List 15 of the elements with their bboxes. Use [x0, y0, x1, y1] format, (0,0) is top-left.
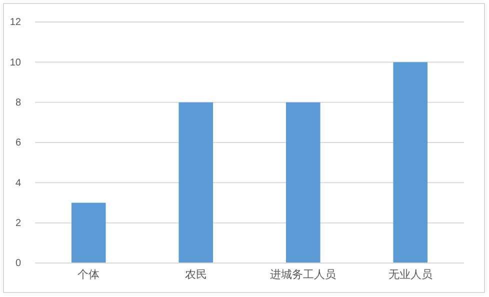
bar	[71, 202, 106, 263]
x-tick-label: 个体	[78, 268, 100, 281]
y-tick-label: 6	[15, 138, 22, 149]
y-tick-label: 8	[15, 98, 22, 109]
x-tick-label: 进城务工人员	[270, 268, 336, 281]
y-tick-label: 0	[15, 258, 22, 270]
y-tick-label: 10	[10, 57, 22, 68]
x-tick-label: 农民	[184, 268, 207, 281]
bar	[393, 62, 428, 263]
bar	[286, 102, 320, 263]
y-tick-label: 12	[10, 17, 22, 28]
y-tick-label: 4	[15, 178, 22, 189]
x-tick-label: 无业人员	[388, 268, 432, 281]
y-tick-label: 2	[15, 218, 22, 230]
bar	[178, 102, 214, 263]
